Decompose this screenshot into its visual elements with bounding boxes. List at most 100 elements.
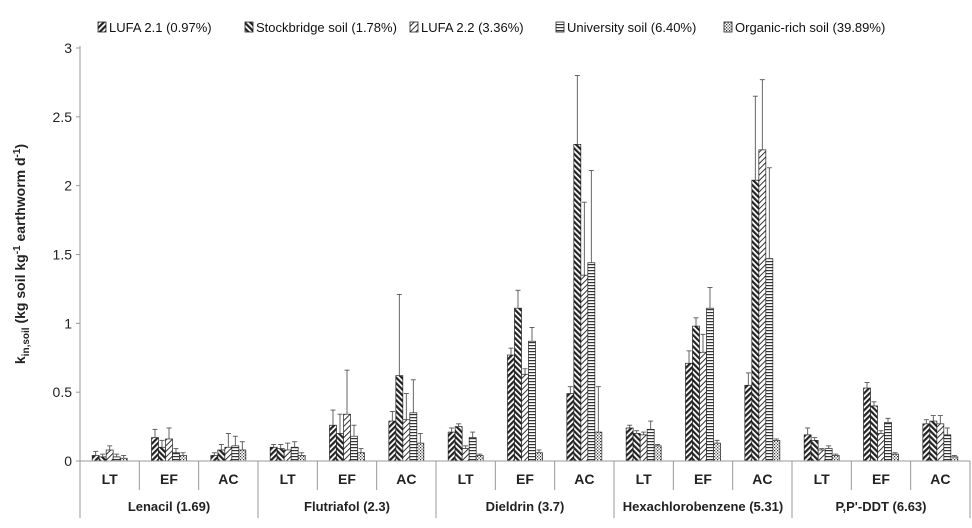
y-tick-label: 2	[64, 178, 72, 194]
legend-label: University soil (6.40%)	[567, 20, 696, 35]
y-axis: 0 0.5 1 1.5 2 2.5 3	[53, 40, 81, 469]
bar	[625, 427, 634, 462]
x-subgroup-label: LT	[814, 471, 831, 487]
legend-label: LUFA 2.2 (3.36%)	[421, 20, 524, 35]
legend-label: Stockbridge soil (1.78%)	[256, 20, 397, 35]
bar	[454, 426, 463, 462]
bar	[528, 340, 536, 462]
bar	[158, 446, 166, 462]
legend: LUFA 2.1 (0.97%) Stockbridge soil (1.78%)…	[97, 20, 885, 35]
x-group-label: Hexachlorobenzene (5.31)	[623, 499, 783, 514]
bar	[269, 446, 278, 462]
bar	[646, 428, 655, 462]
bar	[692, 325, 700, 462]
bar	[713, 442, 721, 462]
bar	[521, 373, 529, 462]
legend-label: LUFA 2.1 (0.97%)	[109, 20, 212, 35]
bar	[91, 455, 100, 462]
x-group-label: Lenacil (1.69)	[128, 499, 210, 514]
bar	[685, 362, 693, 462]
bar	[594, 431, 603, 462]
bar	[514, 307, 522, 462]
bar	[217, 449, 226, 462]
x-subgroup-label: LT	[102, 471, 119, 487]
bar	[179, 455, 187, 462]
bar	[388, 420, 397, 462]
bar	[297, 455, 306, 462]
y-axis-label-part: -1	[12, 245, 23, 254]
legend-swatch	[409, 21, 419, 33]
bar	[884, 422, 892, 462]
bar	[475, 455, 484, 462]
bar	[744, 384, 753, 462]
legend-swatch	[723, 21, 733, 33]
bar	[863, 387, 871, 462]
y-axis-label-part: k	[12, 356, 28, 364]
bar	[765, 258, 774, 462]
bar	[112, 456, 121, 462]
bar	[803, 434, 812, 462]
bar	[639, 434, 648, 462]
bar	[824, 448, 833, 462]
bar	[950, 456, 959, 462]
bar	[290, 446, 299, 462]
bar	[402, 419, 411, 462]
bar	[632, 433, 641, 462]
bar	[580, 274, 589, 462]
bar	[468, 437, 477, 462]
bar	[922, 423, 931, 462]
y-tick-label: 1	[64, 315, 72, 331]
y-axis-label-part: (kg soil kg	[12, 254, 28, 327]
bar	[870, 405, 878, 462]
bar	[653, 445, 662, 462]
x-subgroup-label: AC	[574, 471, 594, 487]
bars	[91, 75, 959, 462]
bar	[395, 375, 404, 462]
y-tick-label: 3	[64, 40, 72, 56]
bar	[831, 455, 840, 462]
x-subgroup-label: EF	[872, 471, 890, 487]
bar	[817, 449, 826, 462]
legend-label: Organic-rich soil (39.89%)	[735, 20, 885, 35]
bar	[877, 433, 885, 462]
x-subgroup-label: EF	[516, 471, 534, 487]
bar	[238, 449, 247, 462]
legend-swatch	[97, 21, 107, 33]
y-tick-label: 0.5	[53, 384, 73, 400]
y-axis-label-part: -1	[12, 148, 23, 157]
bar	[416, 442, 425, 462]
bar	[706, 307, 714, 462]
x-subgroup-label: LT	[636, 471, 653, 487]
x-subgroup-label: AC	[930, 471, 950, 487]
bar	[357, 452, 365, 462]
bar	[165, 438, 173, 462]
bar	[172, 452, 180, 462]
bar	[461, 448, 470, 462]
x-subgroup-label: EF	[338, 471, 356, 487]
bar	[587, 262, 596, 462]
bar	[566, 393, 575, 462]
bar	[336, 433, 344, 462]
legend-item: Organic-rich soil (39.89%)	[723, 20, 885, 35]
x-subgroup-label: AC	[218, 471, 238, 487]
bar	[810, 440, 819, 462]
x-subgroup-label: EF	[694, 471, 712, 487]
x-group-label: Flutriafol (2.3)	[304, 499, 390, 514]
legend-item: LUFA 2.2 (3.36%)	[409, 20, 524, 35]
bar	[276, 448, 285, 462]
bar	[751, 179, 760, 462]
x-subgroup-label: AC	[396, 471, 416, 487]
x-group-label: Dieldrin (3.7)	[486, 499, 565, 514]
x-subgroup-label: LT	[458, 471, 475, 487]
bar	[535, 452, 543, 462]
bar	[343, 413, 351, 462]
bar	[929, 420, 938, 462]
bar	[350, 435, 358, 462]
bar	[699, 351, 707, 462]
legend-item: LUFA 2.1 (0.97%)	[97, 20, 212, 35]
bar	[283, 449, 292, 462]
x-subgroup-label: LT	[280, 471, 297, 487]
legend-swatch	[244, 21, 254, 33]
